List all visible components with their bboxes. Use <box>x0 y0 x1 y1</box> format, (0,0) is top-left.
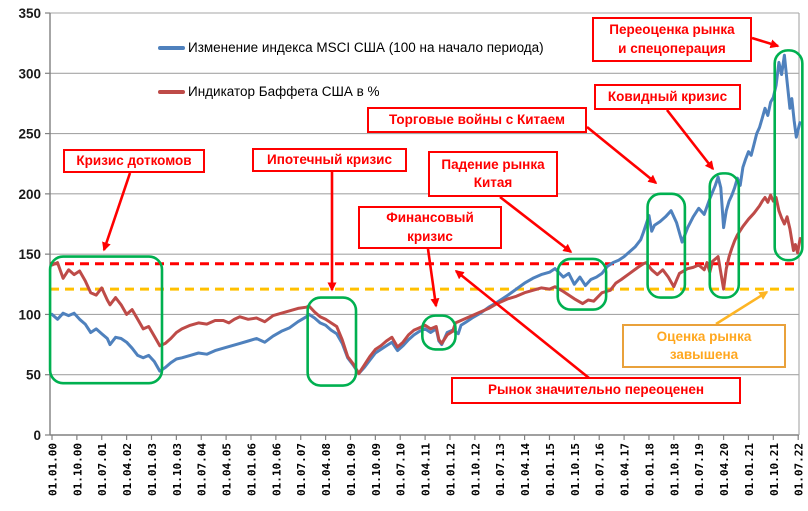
legend-swatch-buffett <box>158 89 185 94</box>
x-tick-label: 01.10.03 <box>171 443 184 496</box>
y-tick-label: 350 <box>18 6 41 21</box>
x-tick-label: 01.04.20 <box>718 443 731 496</box>
annotation-arrow-market-revaluation <box>751 36 780 49</box>
y-tick-label: 150 <box>18 247 41 262</box>
annotation-arrow-covid-crisis <box>665 109 715 171</box>
x-tick-label: 01.10.21 <box>768 443 781 496</box>
x-tick-label: 01.04.08 <box>320 443 333 496</box>
x-tick-label: 01.01.06 <box>245 443 258 496</box>
x-tick-label: 01.07.01 <box>96 443 109 496</box>
x-tick-label: 01.10.18 <box>668 443 681 496</box>
annotation-arrow-china-market-fall <box>499 195 573 254</box>
y-tick-label: 200 <box>18 187 41 202</box>
x-tick-label: 01.07.07 <box>295 443 308 496</box>
highlight-region <box>556 257 608 311</box>
y-tick-label: 300 <box>18 66 41 81</box>
x-tick-label: 01.01.12 <box>444 443 457 496</box>
highlight-region <box>421 314 457 351</box>
highlight-region <box>773 49 804 262</box>
series-buffett-line <box>50 193 802 375</box>
x-tick-label: 01.10.12 <box>469 443 482 496</box>
x-tick-label: 01.04.05 <box>221 443 234 496</box>
legend-label-buffett: Индикатор Баффета США в % <box>188 84 380 99</box>
x-tick-label: 01.10.00 <box>71 443 84 496</box>
x-tick-label: 01.07.16 <box>594 443 607 496</box>
legend-item-buffett: Индикатор Баффета США в % <box>158 84 380 99</box>
x-tick-label: 01.01.18 <box>643 443 656 496</box>
legend-label-msci: Изменение индекса MSCI США (100 на начал… <box>188 40 544 55</box>
annotation-arrow-china-trade-wars <box>586 125 658 185</box>
legend-swatch-msci <box>158 45 185 50</box>
y-tick-label: 50 <box>26 368 41 383</box>
y-tick-label: 0 <box>33 428 41 443</box>
x-tick-label: 01.04.02 <box>121 443 134 496</box>
x-tick-label: 01.10.15 <box>569 443 582 496</box>
x-tick-label: 01.04.14 <box>519 443 532 496</box>
annotation-arrow-valuation-too-high <box>715 290 769 326</box>
highlight-region <box>708 172 741 299</box>
y-tick-label: 250 <box>18 127 41 142</box>
legend-item-msci: Изменение индекса MSCI США (100 на начал… <box>158 40 544 55</box>
x-tick-label: 01.04.11 <box>420 443 433 496</box>
x-tick-label: 01.01.21 <box>743 443 756 496</box>
y-tick-label: 100 <box>18 307 41 322</box>
x-tick-label: 01.01.09 <box>345 443 358 496</box>
highlight-region <box>48 255 164 385</box>
x-tick-label: 01.07.13 <box>494 443 507 496</box>
annotation-arrow-dotcom-crisis <box>102 172 132 252</box>
x-tick-label: 01.07.22 <box>793 443 806 496</box>
x-tick-label: 01.01.15 <box>544 443 557 496</box>
x-tick-label: 01.04.17 <box>619 443 632 496</box>
x-tick-label: 01.07.04 <box>196 443 209 496</box>
x-tick-label: 01.07.19 <box>693 443 706 496</box>
x-tick-label: 01.07.10 <box>395 443 408 496</box>
x-tick-label: 01.10.06 <box>270 443 283 496</box>
highlight-region <box>306 296 358 387</box>
x-tick-label: 01.01.03 <box>146 443 159 496</box>
annotation-arrow-market-overvalued <box>454 269 590 380</box>
series-msci-line <box>50 53 802 375</box>
x-tick-label: 01.01.00 <box>47 443 60 496</box>
highlight-region <box>646 192 687 299</box>
annotation-arrow-financial-crisis <box>426 248 440 308</box>
x-tick-label: 01.10.09 <box>370 443 383 496</box>
